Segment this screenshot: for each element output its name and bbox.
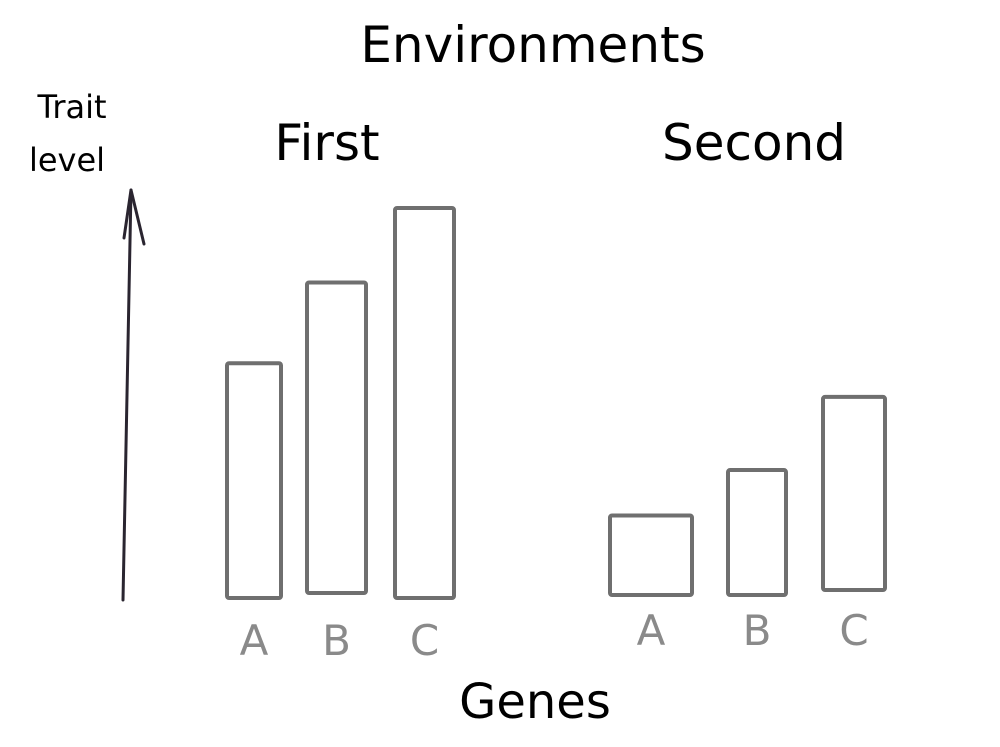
bars-group-first [225,206,456,600]
x-axis-label: Genes [459,674,611,730]
bar-second-a [608,513,694,597]
y-axis-arrow [121,188,146,602]
chart-title: Environments [360,16,705,74]
tick-label-second-c: C [839,606,868,655]
bar-first-a [225,361,283,600]
tick-label-first-c: C [410,616,439,665]
tick-labels-second: A B C [637,606,869,655]
tick-labels-first: A B C [240,616,440,665]
group-label-second: Second [662,114,846,172]
y-axis-label-line1: Trait [36,88,106,126]
y-axis-line [121,188,133,602]
y-axis-arrowhead [122,188,146,246]
bar-first-c [393,206,456,600]
tick-label-second-a: A [637,606,666,655]
bars-group-second [608,394,887,598]
group-label-first: First [274,114,379,172]
bar-second-c [821,394,887,593]
y-axis-label-line2: level [29,141,105,179]
tick-label-second-b: B [743,606,772,655]
tick-label-first-b: B [322,616,351,665]
tick-label-first-a: A [240,616,269,665]
bar-first-b [305,280,368,595]
bar-second-b [726,468,788,598]
